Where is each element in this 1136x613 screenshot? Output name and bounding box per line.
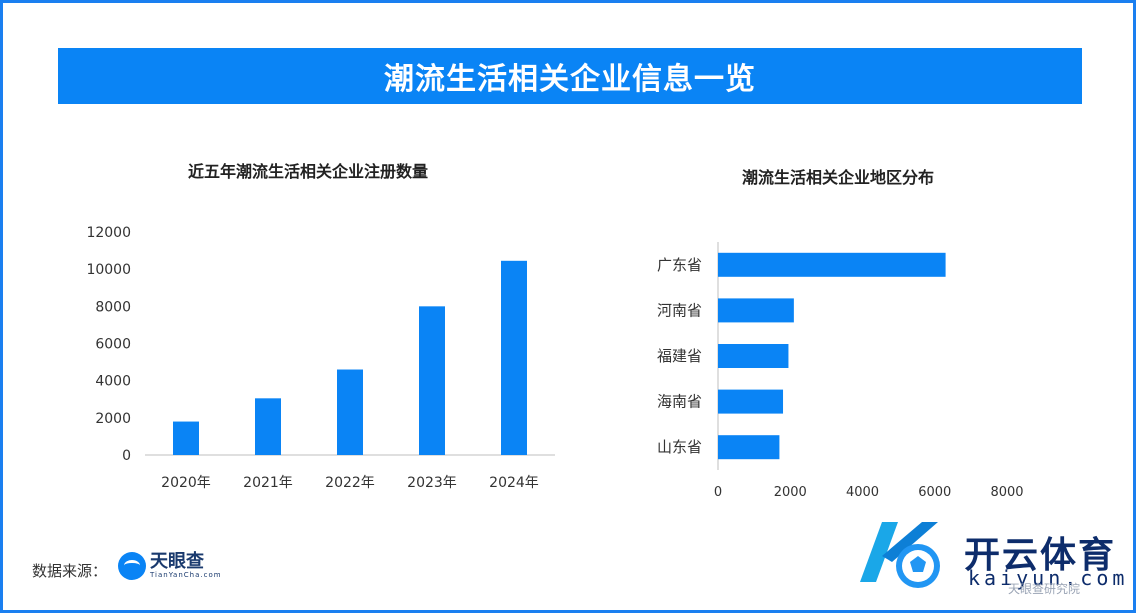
y-tick-label: 6000 — [95, 337, 131, 353]
y-category-label: 福建省 — [657, 347, 702, 365]
y-tick-label: 4000 — [95, 374, 131, 390]
bar — [255, 398, 281, 455]
watermark-small: 天眼查研究院 — [1008, 582, 1081, 596]
bar — [718, 389, 784, 414]
page-title: 潮流生活相关企业信息一览 — [58, 48, 1082, 104]
y-category-label: 山东省 — [657, 438, 702, 456]
tianyancha-logo-icon — [118, 552, 146, 580]
kaiyun-k-logo-icon — [860, 522, 940, 588]
bar — [419, 306, 445, 455]
y-tick-label: 0 — [122, 448, 131, 464]
x-tick-label: 2022年 — [325, 475, 375, 491]
y-category-label: 河南省 — [657, 301, 702, 319]
x-tick-label: 4000 — [846, 485, 879, 500]
x-tick-label: 6000 — [918, 485, 951, 500]
bar — [173, 421, 199, 455]
watermark-url: kaiyun.com — [968, 566, 1129, 590]
tianyancha-logo-en: TianYanCha.com — [150, 571, 222, 579]
x-tick-label: 2023年 — [407, 475, 457, 491]
tianyancha-logo-cn: 天眼查 — [150, 551, 204, 572]
y-category-label: 广东省 — [657, 256, 702, 274]
x-tick-label: 2000 — [774, 485, 807, 500]
chart-title-region: 潮流生活相关企业地区分布 — [742, 168, 935, 187]
watermark-brand: 开云体育 — [964, 535, 1117, 576]
x-tick-label: 2020年 — [161, 475, 211, 491]
y-category-label: 海南省 — [657, 393, 702, 411]
x-tick-label: 0 — [714, 485, 722, 500]
y-tick-label: 12000 — [86, 225, 131, 241]
tianyancha-logo: 天眼查 TianYanCha.com — [118, 552, 222, 580]
x-tick-label: 2021年 — [243, 475, 293, 491]
bar — [718, 252, 946, 277]
bar — [718, 435, 780, 460]
y-tick-label: 8000 — [95, 299, 131, 315]
x-tick-label: 2024年 — [489, 475, 539, 491]
x-tick-label: 8000 — [990, 485, 1023, 500]
bar — [718, 298, 794, 323]
y-tick-label: 10000 — [86, 262, 131, 278]
bar — [337, 369, 363, 455]
bar — [718, 344, 789, 368]
bar — [501, 260, 527, 455]
chart-title-yearly: 近五年潮流生活相关企业注册数量 — [188, 162, 429, 181]
y-tick-label: 2000 — [95, 411, 131, 427]
source-label: 数据来源： — [32, 562, 108, 580]
